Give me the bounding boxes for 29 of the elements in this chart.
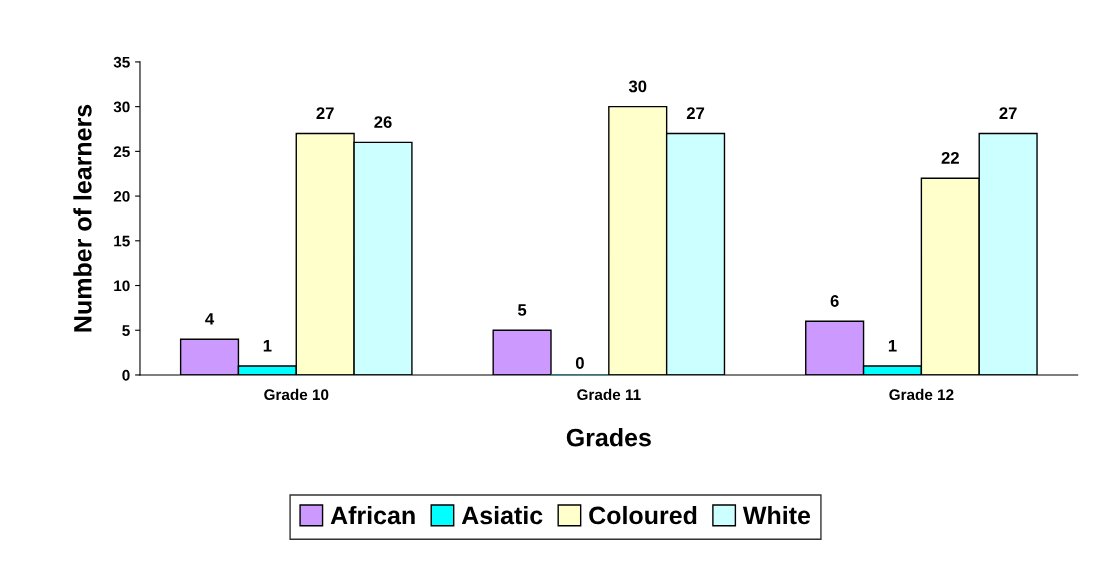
data-label: 22: [941, 151, 959, 164]
data-label: 5: [517, 304, 527, 316]
data-label: 4: [205, 313, 215, 325]
data-label: 27: [686, 107, 705, 119]
data-label: 30: [628, 80, 647, 93]
data-label: 27: [316, 107, 334, 119]
data-label: 27: [999, 107, 1017, 119]
y-tick-label: 25: [113, 146, 130, 158]
data-label: 1: [263, 339, 272, 352]
y-tick-label: 5: [122, 325, 130, 336]
y-tick-label: 0: [122, 369, 130, 381]
y-tick-label: 10: [114, 280, 130, 292]
x-axis-title: Grades: [566, 428, 651, 447]
data-label: 1: [888, 339, 897, 352]
x-tick-label: Grade 12: [889, 388, 954, 401]
legend-label: White: [742, 505, 811, 525]
y-tick-label: 30: [113, 101, 130, 113]
legend-label: African: [330, 505, 415, 525]
y-axis-title: Number of learners: [73, 104, 92, 332]
y-tick-label: 20: [113, 190, 130, 202]
data-label: 0: [575, 357, 584, 369]
data-label: 26: [374, 116, 392, 129]
legend-label: Coloured: [589, 505, 697, 525]
x-tick-label: Grade 11: [577, 388, 641, 401]
legend-label: Asiatic: [461, 505, 543, 525]
y-tick-label: 15: [114, 235, 130, 247]
x-tick-label: Grade 10: [264, 388, 329, 401]
y-tick-label: 35: [113, 56, 130, 68]
data-label: 6: [830, 295, 839, 307]
